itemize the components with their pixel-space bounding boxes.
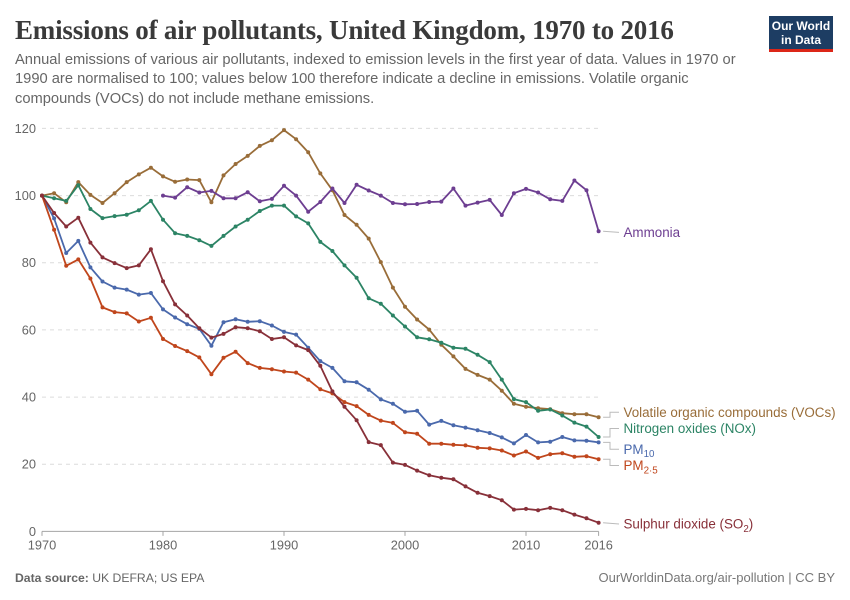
svg-text:120: 120 — [15, 121, 36, 136]
svg-text:PM2·5: PM2·5 — [624, 458, 659, 476]
svg-text:100: 100 — [15, 188, 36, 203]
svg-text:1990: 1990 — [270, 537, 298, 552]
svg-text:2000: 2000 — [391, 537, 419, 552]
svg-text:2016: 2016 — [584, 537, 612, 552]
svg-text:60: 60 — [22, 322, 36, 337]
svg-text:Nitrogen oxides (NOx): Nitrogen oxides (NOx) — [624, 421, 756, 436]
svg-text:Sulphur dioxide (SO2): Sulphur dioxide (SO2) — [624, 517, 754, 535]
svg-text:0: 0 — [29, 524, 36, 539]
svg-text:1970: 1970 — [28, 537, 56, 552]
svg-text:2010: 2010 — [512, 537, 540, 552]
svg-text:1980: 1980 — [149, 537, 177, 552]
svg-text:20: 20 — [22, 457, 36, 472]
svg-text:Volatile organic compounds (VO: Volatile organic compounds (VOCs) — [624, 405, 836, 420]
svg-text:40: 40 — [22, 390, 36, 405]
svg-text:Ammonia: Ammonia — [624, 225, 681, 240]
svg-text:80: 80 — [22, 255, 36, 270]
